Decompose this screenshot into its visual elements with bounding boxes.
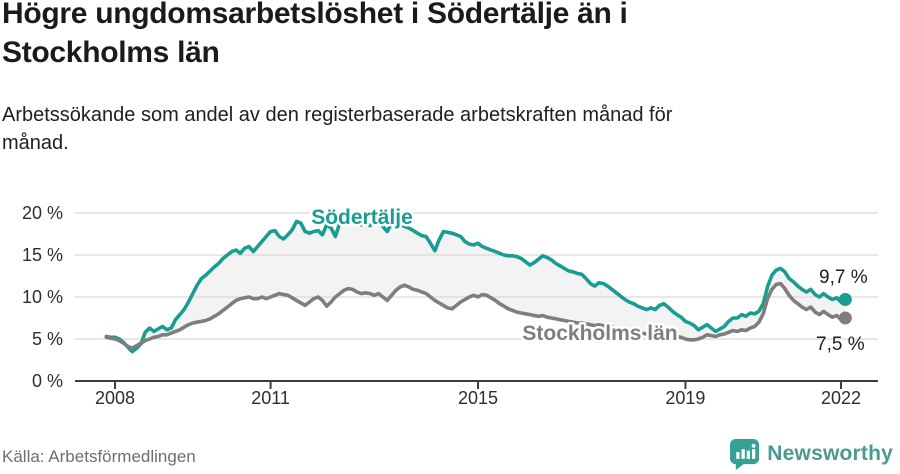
series-line-0 <box>104 217 848 354</box>
x-tick-label-2015: 2015 <box>458 388 498 408</box>
newsworthy-logo-icon <box>730 438 760 470</box>
x-tick-label-2011: 2011 <box>251 388 290 408</box>
chart-title: Högre ungdomsarbetslöshet i Södertälje ä… <box>2 0 882 72</box>
series-label-1: Stockholms län <box>522 322 677 345</box>
y-tick-label-20: 20 % <box>22 203 63 223</box>
x-tick-label-2022: 2022 <box>821 388 861 408</box>
chart-title-line2: Stockholms län <box>2 36 220 69</box>
x-tick-label-2019: 2019 <box>665 388 705 408</box>
series-end-dot-0 <box>838 293 852 307</box>
series-line-1 <box>104 281 848 351</box>
x-tick-label-2008: 2008 <box>95 388 135 408</box>
source-note: Källa: Arbetsförmedlingen <box>2 447 196 466</box>
y-tick-label-15: 15 % <box>22 245 63 265</box>
chart-subtitle-line1: Arbetssökande som andel av den registerb… <box>2 104 673 126</box>
y-tick-label-10: 10 % <box>22 287 63 307</box>
series-end-value-label-0: 9,7 % <box>819 267 868 288</box>
chart-subtitle-line2: månad. <box>2 132 69 154</box>
series-end-value-label-1: 7,5 % <box>816 334 865 355</box>
fill-between-series <box>106 218 846 352</box>
series-label-0: Södertälje <box>311 206 413 229</box>
chart-subtitle: Arbetssökande som andel av den registerb… <box>2 101 882 157</box>
chart-title-line1: Högre ungdomsarbetslöshet i Södertälje ä… <box>2 0 628 30</box>
newsworthy-logo-text: Newsworthy <box>767 442 893 465</box>
series-end-dot-1 <box>838 311 852 325</box>
y-tick-label-5: 5 % <box>32 329 63 349</box>
newsworthy-logo[interactable]: Newsworthy <box>729 438 893 470</box>
y-tick-label-0: 0 % <box>32 371 63 391</box>
bar-chart-glyph <box>736 443 756 459</box>
